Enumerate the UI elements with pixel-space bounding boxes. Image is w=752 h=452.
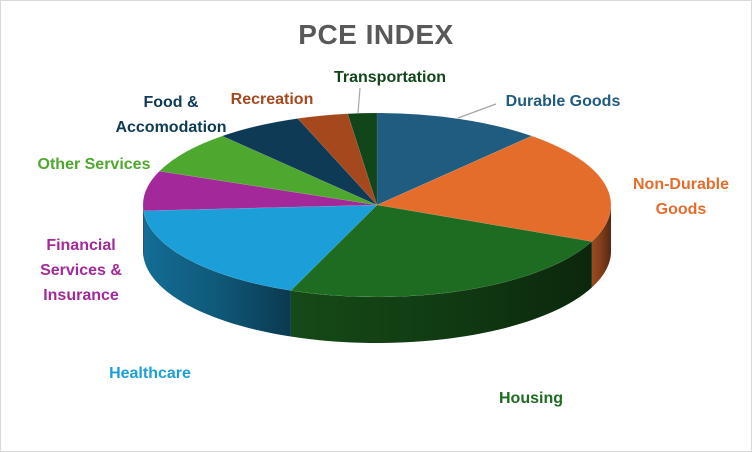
label-other-services: Other Services	[38, 156, 151, 173]
label-housing: Housing	[499, 390, 563, 407]
slice-healthcare	[143, 204, 378, 291]
label-line: Durable Goods	[506, 93, 621, 110]
label-line: Goods	[656, 201, 707, 218]
slice-recreation	[297, 113, 378, 206]
leader-lines	[357, 87, 497, 119]
side-wall-shade-housing	[290, 241, 592, 343]
label-financial-services-and-insurance: Financial Services & Insurance	[40, 237, 122, 304]
label-line: Accomodation	[115, 119, 226, 136]
label-recreation: Recreation	[231, 91, 314, 108]
label-line: Food &	[143, 94, 199, 111]
label-non-durable-goods: Non-Durable Goods	[633, 176, 729, 218]
chart-title: PCE INDEX	[298, 19, 454, 50]
side-wall-shade-non-durable-goods	[591, 205, 611, 288]
leader-line-transportation	[357, 87, 361, 114]
label-transportation: Transportation	[334, 69, 446, 86]
slice-transportation	[347, 112, 378, 206]
slice-non-durable-goods	[376, 135, 612, 242]
label-line: Other Services	[38, 156, 151, 173]
label-line: Insurance	[43, 287, 119, 304]
label-line: Housing	[499, 390, 563, 407]
slice-food-and-accomodation	[221, 118, 378, 206]
label-durable-goods: Durable Goods	[506, 93, 621, 110]
label-line: Services &	[40, 262, 122, 279]
pie-side-walls	[143, 205, 611, 343]
label-line: Transportation	[334, 69, 446, 86]
pie-slices	[142, 112, 612, 298]
label-line: Non-Durable	[633, 176, 729, 193]
slice-other-services	[158, 135, 378, 206]
side-wall-shade-healthcare	[143, 210, 291, 337]
slice-labels: Durable Goods Non-Durable Goods Housing Heal…	[38, 69, 730, 407]
label-line: Recreation	[231, 91, 314, 108]
label-food-and-accomodation: Food & Accomodation	[115, 94, 226, 136]
leader-line-durable-goods	[457, 103, 497, 119]
label-line: Financial	[46, 237, 115, 254]
slice-housing	[290, 204, 593, 298]
slice-financial-services-and-insurance	[142, 170, 378, 212]
slice-durable-goods	[376, 112, 533, 206]
label-healthcare: Healthcare	[109, 365, 191, 382]
label-line: Healthcare	[109, 365, 191, 382]
